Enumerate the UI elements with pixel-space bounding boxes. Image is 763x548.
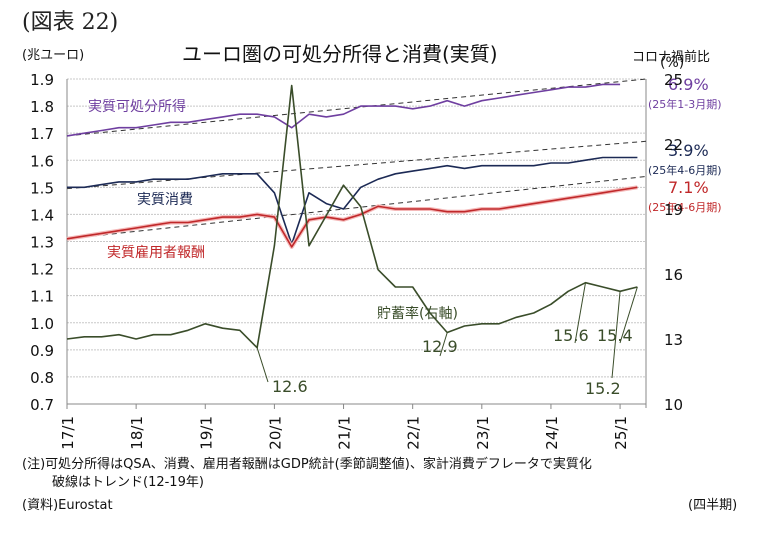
income-change-period: (25年1-3月期) <box>648 98 722 111</box>
left-tick-label: 1.0 <box>30 315 54 333</box>
annotation-leader <box>619 286 638 344</box>
point-annotation: 12.9 <box>422 337 458 356</box>
annotation-leader <box>611 291 621 379</box>
point-annotation: 12.6 <box>272 377 308 396</box>
x-tick-label: 19/1 <box>197 416 215 450</box>
point-annotation: 15.4 <box>597 326 633 345</box>
left-tick-label: 0.8 <box>30 369 54 387</box>
x-axis-frequency-label: (四半期) <box>688 498 738 513</box>
point-annotation: 15.2 <box>585 379 621 398</box>
right-tick-label: 13 <box>664 331 683 349</box>
trend-line <box>66 140 647 190</box>
left-tick-label: 1.6 <box>30 152 54 170</box>
annotation-leader <box>439 332 448 357</box>
series-label-income: 実質可処分所得 <box>88 98 186 115</box>
right-tick-label: 25 <box>664 71 683 89</box>
left-tick-label: 1.2 <box>30 261 54 279</box>
x-tick-label: 22/1 <box>405 416 423 450</box>
series-label-compensation: 実質雇用者報酬 <box>107 244 205 261</box>
x-tick-label: 24/1 <box>543 416 561 450</box>
left-tick-label: 1.5 <box>30 179 54 197</box>
series-line <box>66 83 621 137</box>
figure-label: (図表 22) <box>22 10 119 35</box>
left-tick-label: 1.7 <box>30 125 54 143</box>
annotation-leader <box>574 282 587 344</box>
series-line <box>67 156 638 245</box>
compensation-change-period: (25年4-6月期) <box>648 201 722 214</box>
right-tick-label: 19 <box>664 201 683 219</box>
left-tick-label: 1.8 <box>30 98 54 116</box>
left-tick-label: 0.7 <box>30 396 54 414</box>
right-axis-unit: (%) <box>660 55 684 71</box>
left-tick-label: 1.1 <box>30 288 54 306</box>
x-tick-label: 20/1 <box>266 416 284 450</box>
x-tick-label: 25/1 <box>612 416 630 450</box>
left-axis-unit: (兆ユーロ) <box>22 48 85 63</box>
x-tick-label: 18/1 <box>128 416 146 450</box>
trend-line <box>66 176 647 240</box>
series-lines <box>66 83 638 349</box>
note-line-1: (注)可処分所得はQSA、消費、雇用者報酬はGDP統計(季節調整値)、家計消費デ… <box>22 457 592 472</box>
right-tick-label: 22 <box>664 136 683 154</box>
left-tick-label: 1.9 <box>30 71 54 89</box>
note-line-2: 破線はトレンド(12-19年) <box>52 475 204 490</box>
right-tick-label: 16 <box>664 266 683 284</box>
series-line <box>66 84 638 349</box>
right-tick-label: 10 <box>664 396 683 414</box>
x-tick-label: 23/1 <box>474 416 492 450</box>
series-label-consumption: 実質消費 <box>137 192 193 208</box>
annotation-leader <box>256 347 269 383</box>
source-note: (資料)Eurostat <box>22 498 113 513</box>
consumption-change-period: (25年4-6月期) <box>648 164 722 177</box>
left-tick-label: 1.4 <box>30 206 54 224</box>
x-axis-ticks: 17/1 18/1 19/1 20/1 21/1 22/1 23/1 24/1 25/1 <box>59 404 630 450</box>
gridlines <box>67 78 646 378</box>
series-line <box>66 186 638 248</box>
left-tick-label: 0.9 <box>30 342 54 360</box>
left-tick-label: 1.3 <box>30 234 54 252</box>
compensation-change-value: 7.1% <box>668 178 709 197</box>
right-axis-ticks: 10 13 16 19 22 25(%) <box>660 55 684 414</box>
axes <box>66 79 647 408</box>
side-annotation-heading: コロナ禍前比 <box>632 50 711 65</box>
consumption-change-value: 3.9% <box>668 141 709 160</box>
x-tick-label: 17/1 <box>59 416 77 450</box>
chart-title: ユーロ圏の可処分所得と消費(実質) <box>182 42 498 66</box>
point-annotations: 12.6 12.9 15.6 15.4 15.2 <box>256 282 638 398</box>
left-axis-ticks: 0.7 0.8 0.9 1.0 1.1 1.2 1.3 1.4 1.5 1.6 1.7 1.8 1.9 <box>30 71 54 414</box>
notes: (注)可処分所得はQSA、消費、雇用者報酬はGDP統計(季節調整値)、家計消費デ… <box>22 456 592 492</box>
income-change-value: 6.9% <box>668 75 709 94</box>
series-label-saving: 貯蓄率(右軸) <box>377 305 458 322</box>
point-annotation: 15.6 <box>553 326 589 345</box>
x-tick-label: 21/1 <box>336 416 354 450</box>
